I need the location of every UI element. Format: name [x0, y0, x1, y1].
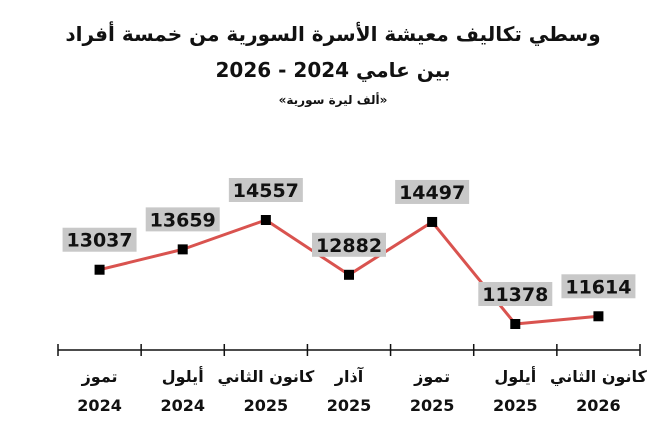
x-tick-year: 2025	[410, 396, 455, 415]
data-label-text: 13037	[67, 230, 133, 252]
x-tick-month: كانون الثاني	[550, 367, 648, 387]
data-point-marker	[177, 244, 188, 255]
x-tick-month: كانون الثاني	[217, 367, 315, 387]
data-label: 14557	[228, 178, 303, 202]
data-point-marker	[593, 311, 604, 322]
data-label: 13037	[62, 227, 137, 252]
data-point-marker	[510, 319, 521, 329]
data-label-text: 14557	[233, 180, 299, 202]
data-markers	[94, 215, 604, 329]
x-tick-year: 2024	[160, 396, 205, 415]
data-label: 14497	[395, 179, 470, 204]
data-label-background	[228, 178, 303, 202]
data-label: 13659	[145, 207, 220, 232]
x-tick-month: تموز	[81, 367, 118, 386]
data-point-marker	[427, 216, 438, 227]
chart-unit: «ألف ليرة سورية»	[278, 93, 388, 107]
data-label-background	[145, 207, 220, 232]
data-point-marker	[94, 264, 105, 275]
data-label-background	[62, 227, 137, 252]
x-tick-year: 2024	[77, 396, 122, 415]
x-axis	[57, 344, 641, 356]
data-point-marker	[344, 269, 354, 280]
data-label-text: 13659	[150, 209, 216, 231]
x-tick-month: أيلول	[494, 366, 536, 386]
data-label-background	[395, 179, 470, 204]
x-tick-year: 2025	[493, 396, 538, 415]
data-label-background	[312, 232, 386, 257]
data-labels: 13037 13659 14557 12882 14497 11378 11614	[62, 178, 636, 306]
x-tick-year: 2025	[244, 396, 289, 415]
data-label-text: 14497	[399, 182, 465, 204]
data-point-marker	[260, 215, 271, 225]
x-tick-labels: تموز 2024 أيلول 2024 كانون الثاني 2025 آذار 202…	[77, 366, 647, 415]
data-label-background	[478, 282, 553, 306]
data-label: 12882	[312, 232, 386, 257]
x-tick-year: 2026	[576, 396, 621, 415]
x-tick-month: آذار	[334, 366, 364, 386]
x-tick-month: تموز	[413, 367, 450, 386]
data-label: 11378	[478, 282, 553, 306]
x-tick-month: أيلول	[162, 366, 204, 386]
chart-title: وسطي تكاليف معيشة الأسرة السورية من خمسة…	[65, 22, 601, 46]
data-label: 11614	[561, 274, 636, 299]
data-label-text: 11614	[565, 276, 631, 298]
x-tick-year: 2025	[327, 396, 372, 415]
data-label-text: 11378	[482, 284, 548, 306]
data-label-text: 12882	[316, 235, 382, 257]
chart-subtitle: بين عامي 2024 - 2026	[215, 58, 451, 82]
data-label-background	[561, 274, 636, 299]
